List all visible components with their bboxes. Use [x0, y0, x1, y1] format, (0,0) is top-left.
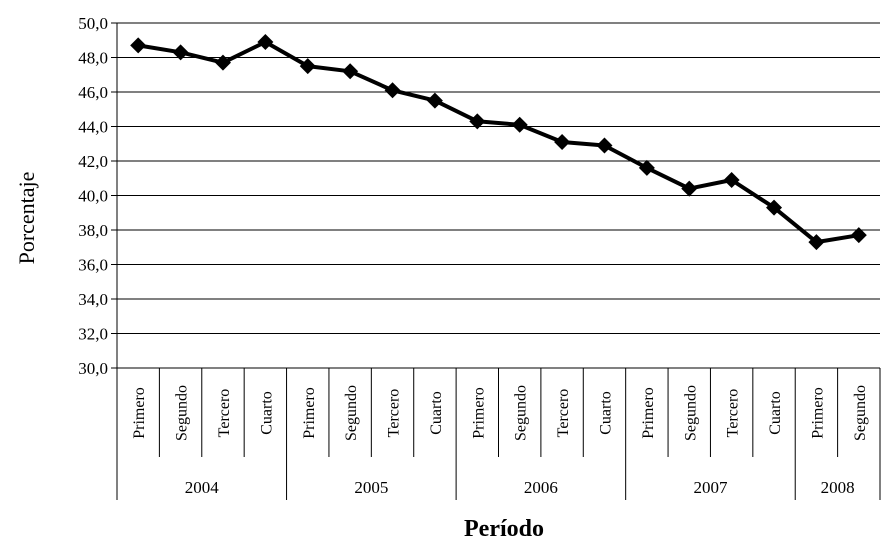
- x-category-label: Primero: [809, 387, 826, 439]
- series-group: [130, 33, 867, 251]
- year-label: 2005: [354, 478, 388, 497]
- data-point-marker: [808, 234, 825, 251]
- data-point-marker: [214, 54, 231, 71]
- data-point-marker: [638, 159, 655, 176]
- year-label: 2007: [693, 478, 728, 497]
- y-tick-label: 50,0: [78, 14, 108, 33]
- y-tick-label: 42,0: [78, 152, 108, 171]
- x-axis-categories: Primero Segundo Tercero Cuarto Primero Segund…: [116, 368, 881, 500]
- data-point-marker: [723, 171, 740, 188]
- x-axis-title: Período: [464, 516, 544, 542]
- data-point-marker: [426, 92, 443, 109]
- y-tick-label: 48,0: [78, 49, 108, 68]
- x-category-label: Segundo: [513, 385, 530, 441]
- x-category-label: Segundo: [343, 385, 360, 441]
- data-point-marker: [172, 44, 189, 61]
- data-point-marker: [850, 227, 867, 244]
- year-label: 2008: [821, 478, 855, 497]
- y-tick-label: 38,0: [78, 221, 108, 240]
- x-category-label: Tercero: [386, 389, 403, 438]
- x-category-label: Primero: [640, 387, 657, 439]
- y-tick-label: 40,0: [78, 187, 108, 206]
- year-label: 2006: [524, 478, 558, 497]
- x-category-label: Tercero: [216, 389, 233, 438]
- x-category-label: Tercero: [555, 389, 572, 438]
- data-point-marker: [554, 134, 571, 151]
- x-category-label: Cuarto: [258, 391, 275, 435]
- x-category-label: Cuarto: [767, 391, 784, 435]
- data-point-marker: [299, 58, 316, 75]
- data-point-marker: [257, 33, 274, 50]
- y-tick-label: 30,0: [78, 359, 108, 378]
- data-point-marker: [469, 113, 486, 130]
- gridlines: [117, 22, 880, 334]
- x-category-label: Primero: [301, 387, 318, 439]
- x-category-label: Primero: [470, 387, 487, 439]
- x-category-label: Segundo: [852, 385, 869, 441]
- x-category-label: Segundo: [682, 385, 699, 441]
- y-axis-title: Porcentaje: [14, 172, 39, 265]
- x-category-label: Primero: [131, 387, 148, 439]
- x-category-label: Cuarto: [428, 391, 445, 435]
- y-tick-label: 44,0: [78, 118, 108, 137]
- x-category-label: Tercero: [725, 389, 742, 438]
- y-axis-ticks: 30,0 32,0 34,0 36,0 38,0 40,0 42,0 44,0 46,0 48,0…: [78, 14, 117, 378]
- year-label: 2004: [185, 478, 220, 497]
- x-category-label: Segundo: [174, 385, 191, 441]
- data-point-marker: [384, 82, 401, 99]
- y-tick-label: 34,0: [78, 290, 108, 309]
- data-point-marker: [596, 137, 613, 154]
- y-tick-label: 36,0: [78, 256, 108, 275]
- series-line: [137, 40, 860, 245]
- x-category-label: Cuarto: [597, 391, 614, 435]
- data-point-marker: [681, 180, 698, 197]
- data-point-marker: [511, 116, 528, 133]
- y-tick-label: 46,0: [78, 83, 108, 102]
- data-point-marker: [766, 199, 783, 216]
- data-point-marker: [342, 63, 359, 80]
- y-tick-label: 32,0: [78, 325, 108, 344]
- data-point-marker: [130, 37, 147, 54]
